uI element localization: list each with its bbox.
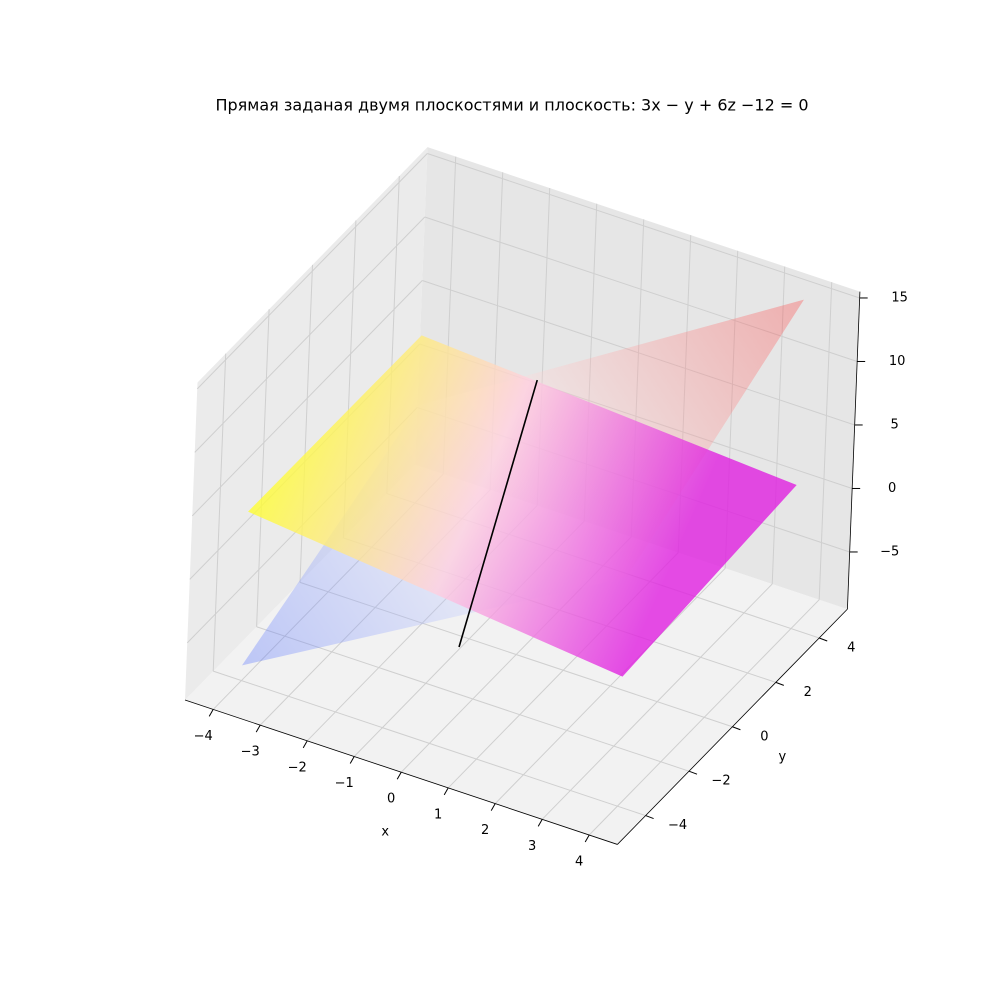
grid-line xyxy=(191,280,423,517)
x-tick-label: −4 xyxy=(194,729,213,744)
tick-mark xyxy=(396,771,402,780)
chart-title: Прямая заданая двумя плоскостями и плоск… xyxy=(215,96,808,115)
grid-line xyxy=(427,153,860,299)
y-axis-line xyxy=(617,608,848,845)
x-tick-label: 4 xyxy=(575,855,583,870)
tick-mark xyxy=(302,740,308,749)
tick-mark xyxy=(255,724,261,733)
x-tick-label: 0 xyxy=(387,792,395,807)
x-tick-label: −3 xyxy=(241,745,260,760)
y-axis-label: y xyxy=(779,749,787,764)
x-axis-label: x xyxy=(381,825,389,840)
tick-mark xyxy=(208,709,214,717)
grid-line xyxy=(194,216,426,453)
x-tick-label: −2 xyxy=(288,760,307,775)
y-tick-label: 4 xyxy=(847,640,855,655)
x-tick-label: −1 xyxy=(335,776,354,791)
z-tick-label: 15 xyxy=(891,290,908,305)
y-tick-label: −2 xyxy=(711,774,730,789)
y-tick-label: 0 xyxy=(760,729,768,744)
z-tick-label: 10 xyxy=(889,354,906,369)
grid-line xyxy=(818,282,833,600)
tick-mark xyxy=(688,770,698,775)
z-tick-label: 0 xyxy=(888,481,896,496)
grid-line xyxy=(424,216,858,362)
tick-mark xyxy=(732,726,741,731)
tick-mark xyxy=(490,803,496,811)
x-tick-label: 2 xyxy=(481,823,489,838)
grid-line xyxy=(256,309,270,627)
z-tick-label: 5 xyxy=(891,417,899,432)
x-tick-label: 3 xyxy=(528,839,536,854)
tick-mark xyxy=(584,834,590,843)
tick-mark xyxy=(819,637,828,642)
tick-mark xyxy=(645,815,654,820)
grid-line xyxy=(212,353,227,672)
x-axis-line xyxy=(184,699,618,845)
surface xyxy=(248,335,797,677)
z-axis-line xyxy=(847,291,861,610)
grid-line xyxy=(256,626,690,772)
line xyxy=(458,379,539,648)
x-tick-label: 1 xyxy=(434,807,442,822)
grid-line xyxy=(196,153,428,390)
grid-line xyxy=(213,670,646,817)
z-tick-label: −5 xyxy=(880,544,899,559)
tick-mark xyxy=(443,787,449,796)
y-tick-label: −4 xyxy=(668,818,687,833)
tick-mark xyxy=(775,681,784,686)
y-tick-label: 2 xyxy=(804,685,812,700)
tick-mark xyxy=(537,819,543,827)
tick-mark xyxy=(349,756,355,764)
